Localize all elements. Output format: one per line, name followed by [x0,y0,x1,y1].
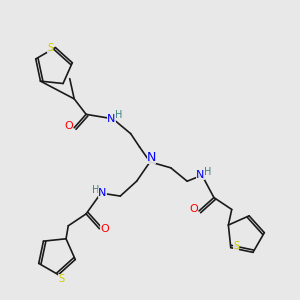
Text: O: O [189,204,198,214]
Text: N: N [98,188,106,198]
Text: H: H [115,110,122,120]
Text: S: S [47,43,53,52]
Text: N: N [147,151,156,164]
Text: N: N [196,170,205,180]
Text: H: H [204,167,211,177]
Text: O: O [100,224,109,234]
Text: S: S [58,274,64,284]
Text: H: H [92,184,99,194]
Text: S: S [233,241,239,251]
Text: N: N [107,114,116,124]
Text: O: O [64,121,73,131]
